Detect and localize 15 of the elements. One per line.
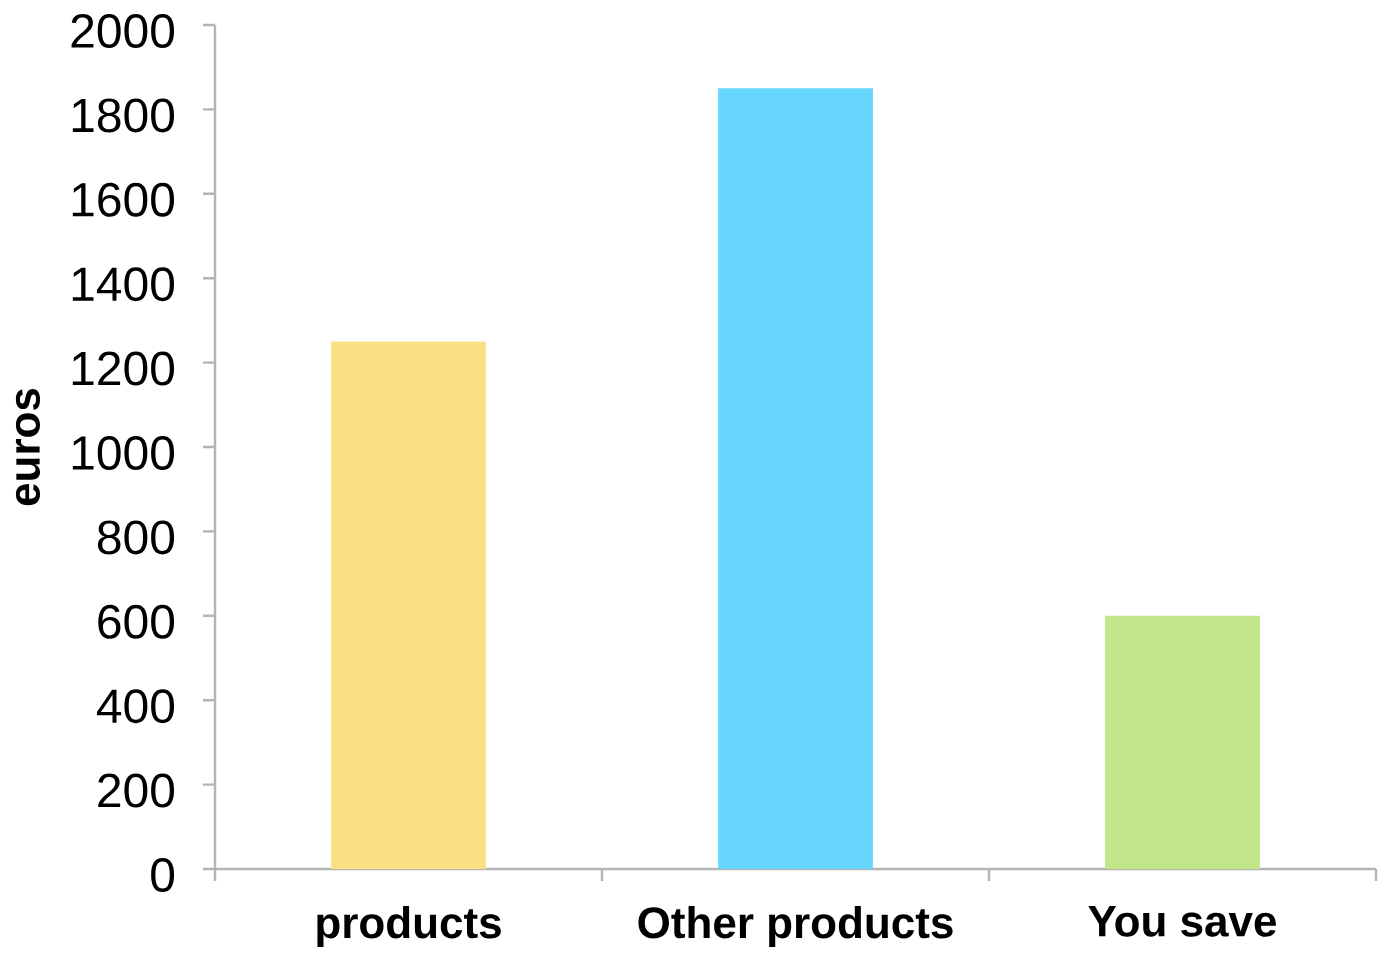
y-tick-label: 1200 [72, 351, 175, 386]
y-tick-label: 1800 [72, 98, 175, 133]
y-tick-label: 1600 [72, 182, 175, 217]
y-tick-label: 400 [96, 689, 175, 724]
y-tick-label: 2000 [71, 14, 175, 48]
y-tick-label: 600 [98, 604, 175, 639]
y-tick-label: 0 [151, 858, 175, 892]
x-tick-label: Other products [638, 906, 953, 948]
y-tick-label: 800 [97, 520, 175, 555]
x-tick-label: products [317, 906, 501, 948]
x-tick-label: You save [1088, 906, 1276, 937]
y-tick-label: 200 [98, 773, 175, 808]
y-tick-label: 1000 [72, 436, 175, 470]
y-tick-label: 1400 [72, 267, 175, 302]
y-axis-title: euros [15, 388, 41, 506]
